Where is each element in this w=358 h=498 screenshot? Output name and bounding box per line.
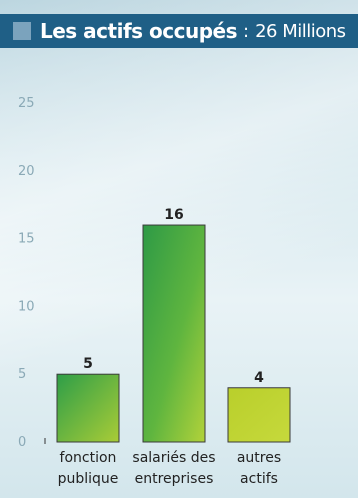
y-tick-label: 5 [18,367,26,382]
y-tick-label: 25 [18,96,35,111]
category-label: autres [237,450,281,466]
category-label: salariés des [132,450,215,466]
bar-value-label: 16 [164,207,183,223]
y-tick-label: 0 [18,435,26,450]
y-tick-label: 15 [18,232,35,247]
category-label: fonction [60,450,117,466]
header-square-icon [13,22,31,40]
category-label: publique [58,471,119,487]
y-tick-label: 20 [18,164,35,179]
bar [227,387,291,443]
bar-value-label: 5 [83,356,93,372]
bar [142,224,206,443]
y-tick-label: 10 [18,299,35,314]
chart-subtitle: 26 Millions [255,20,346,42]
bar [56,373,120,443]
chart-title: Les actifs occupés [40,19,238,43]
category-label: entreprises [135,471,214,487]
title-separator: : [243,20,250,42]
chart-header: Les actifs occupés : 26 Millions [0,14,358,48]
bar-value-label: 4 [254,370,264,386]
category-label: actifs [240,471,278,487]
